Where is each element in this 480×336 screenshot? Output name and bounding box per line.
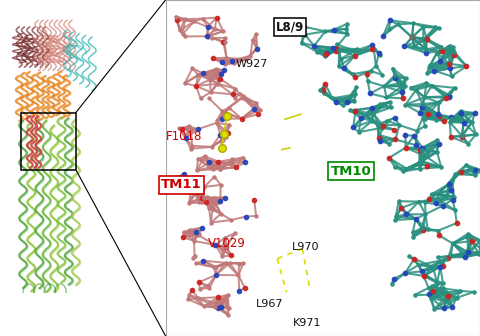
Text: V1029: V1029 — [208, 237, 246, 250]
Text: F1018: F1018 — [166, 130, 202, 142]
Bar — [21, 113, 76, 170]
Text: TM11: TM11 — [161, 178, 202, 191]
Text: L970: L970 — [292, 242, 319, 252]
Text: L8/9: L8/9 — [276, 20, 304, 33]
Text: TM10: TM10 — [331, 165, 372, 178]
Text: K971: K971 — [293, 318, 321, 328]
Text: L967: L967 — [256, 299, 283, 309]
Text: W927: W927 — [236, 59, 268, 69]
Bar — [166, 0, 480, 336]
